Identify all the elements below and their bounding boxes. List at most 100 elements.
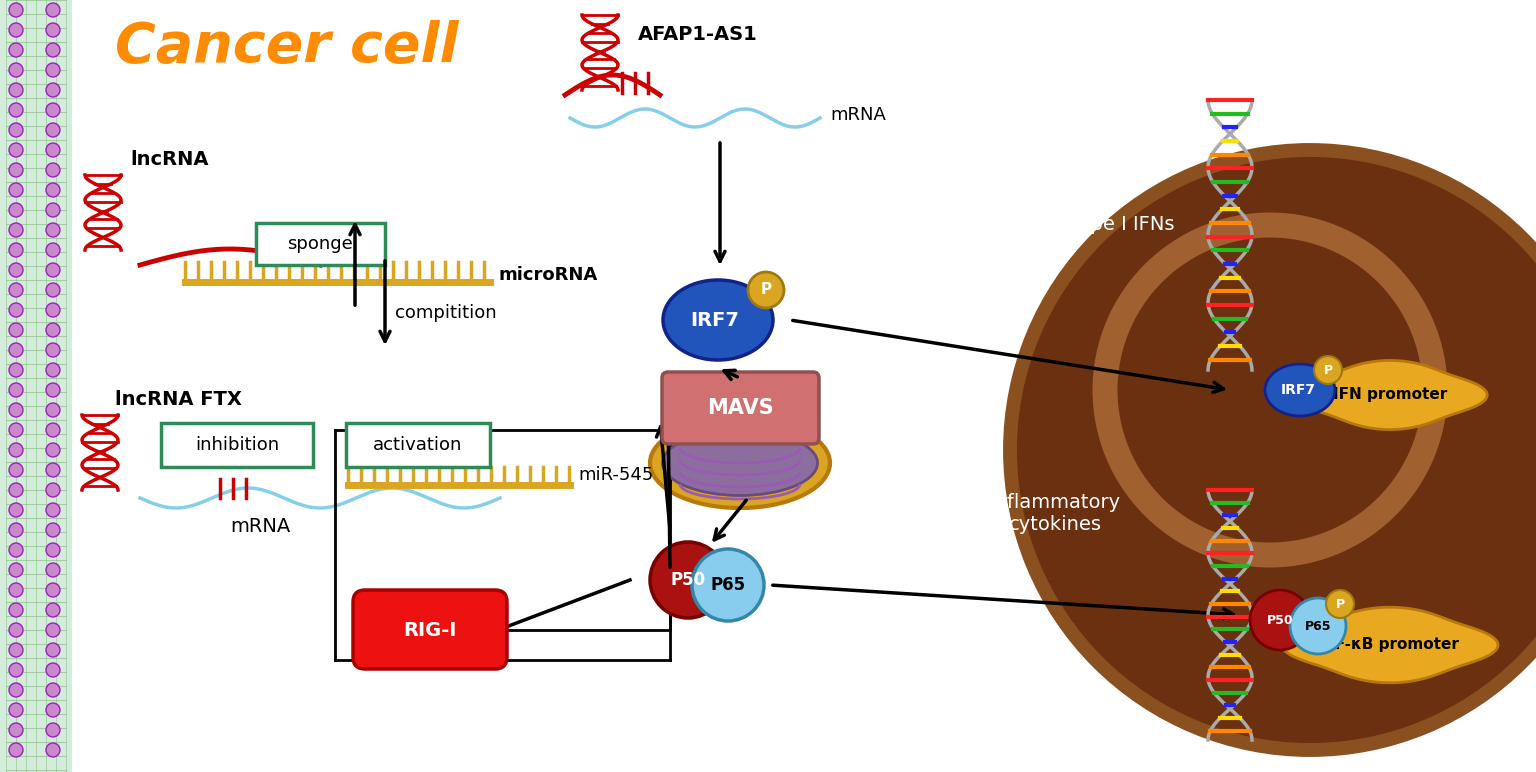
Circle shape [46,723,60,737]
Circle shape [46,643,60,657]
Circle shape [9,203,23,217]
Circle shape [9,463,23,477]
Circle shape [46,343,60,357]
Text: P: P [1324,364,1333,377]
Circle shape [46,143,60,157]
FancyBboxPatch shape [662,372,819,444]
Circle shape [46,523,60,537]
Circle shape [46,203,60,217]
Circle shape [46,403,60,417]
Ellipse shape [1266,364,1335,416]
Bar [0,0,72,772]
Circle shape [9,83,23,97]
Circle shape [46,663,60,677]
Circle shape [1290,598,1346,654]
Circle shape [9,403,23,417]
Text: miR-545: miR-545 [578,466,653,484]
Circle shape [46,443,60,457]
Text: P65: P65 [711,576,745,594]
Circle shape [9,563,23,577]
Circle shape [9,103,23,117]
Circle shape [9,583,23,597]
Text: mRNA: mRNA [829,106,886,124]
Circle shape [9,603,23,617]
Circle shape [46,623,60,637]
Circle shape [9,263,23,277]
Text: Inflammatory
cytokines: Inflammatory cytokines [989,493,1121,534]
Circle shape [46,423,60,437]
Text: IFN promoter: IFN promoter [1333,388,1447,402]
Circle shape [9,523,23,537]
Text: P: P [1335,598,1344,611]
Circle shape [9,543,23,557]
Circle shape [9,3,23,17]
Text: Cancer cell: Cancer cell [115,20,459,74]
Circle shape [9,663,23,677]
Circle shape [9,43,23,57]
Circle shape [46,563,60,577]
Circle shape [9,343,23,357]
Circle shape [9,63,23,77]
Circle shape [1011,150,1536,750]
Text: P50: P50 [1267,614,1293,627]
Circle shape [46,283,60,297]
Circle shape [46,43,60,57]
Text: lncRNA: lncRNA [131,150,209,169]
Circle shape [9,643,23,657]
Ellipse shape [664,280,773,360]
Circle shape [748,272,783,308]
Circle shape [9,683,23,697]
Circle shape [46,363,60,377]
Circle shape [9,743,23,757]
Circle shape [46,383,60,397]
Circle shape [9,503,23,517]
FancyBboxPatch shape [257,223,386,265]
Circle shape [9,143,23,157]
Circle shape [650,542,727,618]
Circle shape [46,263,60,277]
FancyBboxPatch shape [353,590,507,669]
Circle shape [9,483,23,497]
Circle shape [46,503,60,517]
Circle shape [9,243,23,257]
Circle shape [9,123,23,137]
Circle shape [46,303,60,317]
Text: RIG-I: RIG-I [404,621,456,639]
Circle shape [46,183,60,197]
Circle shape [46,323,60,337]
Circle shape [9,703,23,717]
Circle shape [46,483,60,497]
Circle shape [46,23,60,37]
Circle shape [46,63,60,77]
Text: sponge: sponge [287,235,353,253]
Circle shape [9,223,23,237]
FancyBboxPatch shape [161,423,313,467]
Circle shape [693,549,763,621]
Circle shape [46,603,60,617]
Circle shape [46,163,60,177]
Text: NF-κB promoter: NF-κB promoter [1321,638,1459,652]
Circle shape [1326,590,1355,618]
Circle shape [9,623,23,637]
Circle shape [9,283,23,297]
Text: Type I IFNs: Type I IFNs [1071,215,1175,234]
Text: lncRNA FTX: lncRNA FTX [115,390,241,409]
Polygon shape [1283,608,1498,682]
Circle shape [9,443,23,457]
Circle shape [9,23,23,37]
Text: compitition: compitition [395,304,496,322]
Text: IRF7: IRF7 [1281,383,1315,397]
Circle shape [46,683,60,697]
Text: P: P [760,283,771,297]
Circle shape [9,423,23,437]
Ellipse shape [650,418,829,508]
Circle shape [46,103,60,117]
Text: AFAP1-AS1: AFAP1-AS1 [637,25,757,44]
Text: MAVS: MAVS [707,398,773,418]
Text: activation: activation [373,436,462,454]
Circle shape [46,463,60,477]
Circle shape [46,3,60,17]
Circle shape [46,583,60,597]
Circle shape [46,243,60,257]
Circle shape [9,723,23,737]
